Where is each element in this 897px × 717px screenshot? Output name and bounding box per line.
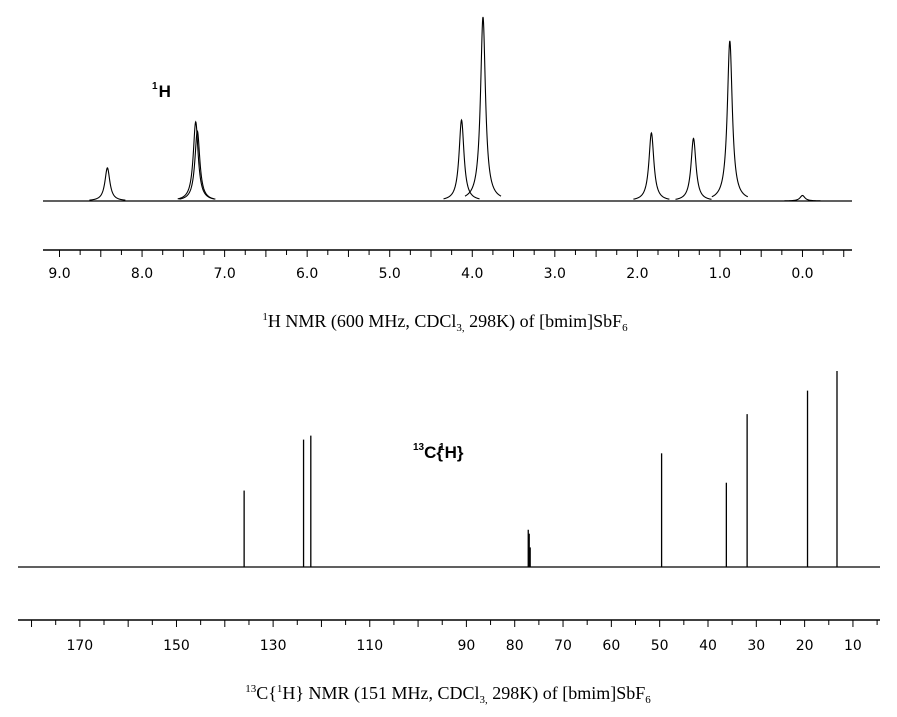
h1-tick-label: 4.0 bbox=[461, 266, 483, 282]
h1-peak bbox=[675, 137, 712, 200]
c13-caption: 13C{1H} NMR (151 MHz, CDCl3, 298K) of [b… bbox=[245, 683, 651, 706]
c13-tick-label: 170 bbox=[66, 638, 93, 654]
h1-peak bbox=[711, 40, 749, 198]
c13-tick-label: 40 bbox=[699, 638, 717, 654]
h1-nmr-spectrum: 9.0 8.0 7.0 6.0 5.0 4.0 3.0 2.0 1.0 0.0 bbox=[43, 16, 852, 282]
h1-peak bbox=[464, 16, 502, 197]
c13-tick-label: 50 bbox=[651, 638, 669, 654]
h1-peak bbox=[179, 129, 216, 200]
h1-tick-label: 6.0 bbox=[296, 266, 318, 282]
h1-nucleus-label: 1H bbox=[152, 81, 171, 101]
c13-tick-label: 130 bbox=[260, 638, 287, 654]
c13-tick-label: 10 bbox=[844, 638, 862, 654]
h1-tick-label: 2.0 bbox=[626, 266, 648, 282]
h1-tick-label: 1.0 bbox=[709, 266, 731, 282]
h1-tick-label: 8.0 bbox=[131, 266, 153, 282]
h1-peak bbox=[177, 120, 214, 200]
h1-tick-label: 3.0 bbox=[544, 266, 566, 282]
h1-tick-label: 5.0 bbox=[379, 266, 401, 282]
h1-peak bbox=[89, 167, 126, 201]
c13-tick-label: 110 bbox=[356, 638, 383, 654]
c13-tick-label: 60 bbox=[602, 638, 620, 654]
h1-tick-label: 7.0 bbox=[213, 266, 235, 282]
h1-tick-label: 0.0 bbox=[791, 266, 813, 282]
h1-peak bbox=[784, 194, 821, 202]
h1-peak bbox=[633, 131, 670, 200]
c13-tick-label: 150 bbox=[163, 638, 190, 654]
h1-peak bbox=[443, 118, 480, 200]
c13-nucleus-label: 13C{1H} bbox=[413, 442, 464, 462]
c13-tick-label: 80 bbox=[506, 638, 524, 654]
c13-tick-label: 70 bbox=[554, 638, 572, 654]
c13-tick-label: 90 bbox=[457, 638, 475, 654]
c13-tick-label: 30 bbox=[747, 638, 765, 654]
h1-caption: 1H NMR (600 MHz, CDCl3, 298K) of [bmim]S… bbox=[262, 311, 628, 334]
c13-nmr-spectrum: 170 150 130 110 90 80 70 60 50 40 30 20 10 bbox=[18, 371, 880, 654]
c13-tick-label: 20 bbox=[796, 638, 814, 654]
h1-tick-label: 9.0 bbox=[48, 266, 70, 282]
